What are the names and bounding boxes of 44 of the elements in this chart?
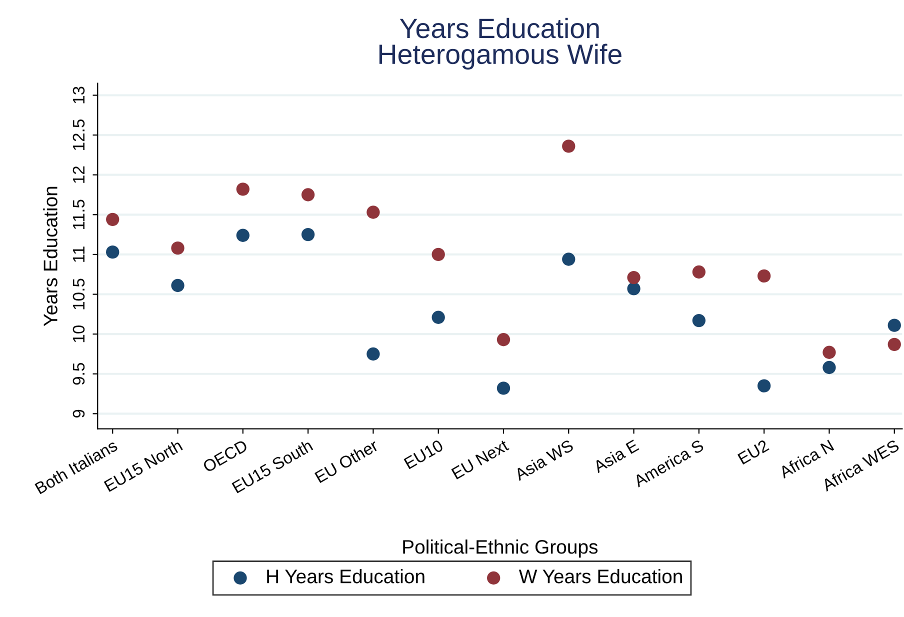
point [757,379,771,392]
point [627,270,640,284]
point [562,140,576,153]
point [171,242,184,255]
point [888,338,901,352]
point [301,188,315,202]
point [301,228,315,242]
point [432,310,445,324]
chart-title: Years Education Heterogamous Wife [379,18,622,70]
x-tick-label: EU Other [314,438,380,484]
point [496,333,510,346]
point [692,314,706,328]
x-tick-label: EU Next [451,439,510,480]
y-tick-label: 9 [72,410,85,418]
point [106,245,120,259]
y-tick-label: 12 [72,166,84,183]
point [757,269,771,283]
x-tick-label: Asia WS [513,438,574,482]
point [822,346,836,359]
point [171,278,184,292]
point [236,182,250,196]
y-axis-title: Years Education [43,186,58,326]
point [432,248,445,262]
y-tick-label: 10 [72,325,85,342]
point [888,318,901,332]
point [692,265,706,279]
y-tick-label: 13 [72,86,85,104]
point [236,228,250,242]
legend-label: H Years Education [267,569,424,584]
point [496,382,510,395]
y-tick-label: 9.5 [72,362,85,385]
legend-label: W Years Education [518,569,682,584]
y-tick-label: 11.5 [72,200,85,229]
x-axis-title: Political-Ethnic Groups [403,540,598,558]
y-tick-label: 12.5 [72,120,85,150]
point [106,212,120,226]
point [366,206,380,219]
y-tick-label: 10.5 [72,278,85,310]
point [366,347,380,361]
y-tick-label: 11 [72,246,84,262]
point [627,282,640,296]
point [562,252,576,266]
x-tick-label: EU2 [737,439,770,465]
point [822,360,836,374]
